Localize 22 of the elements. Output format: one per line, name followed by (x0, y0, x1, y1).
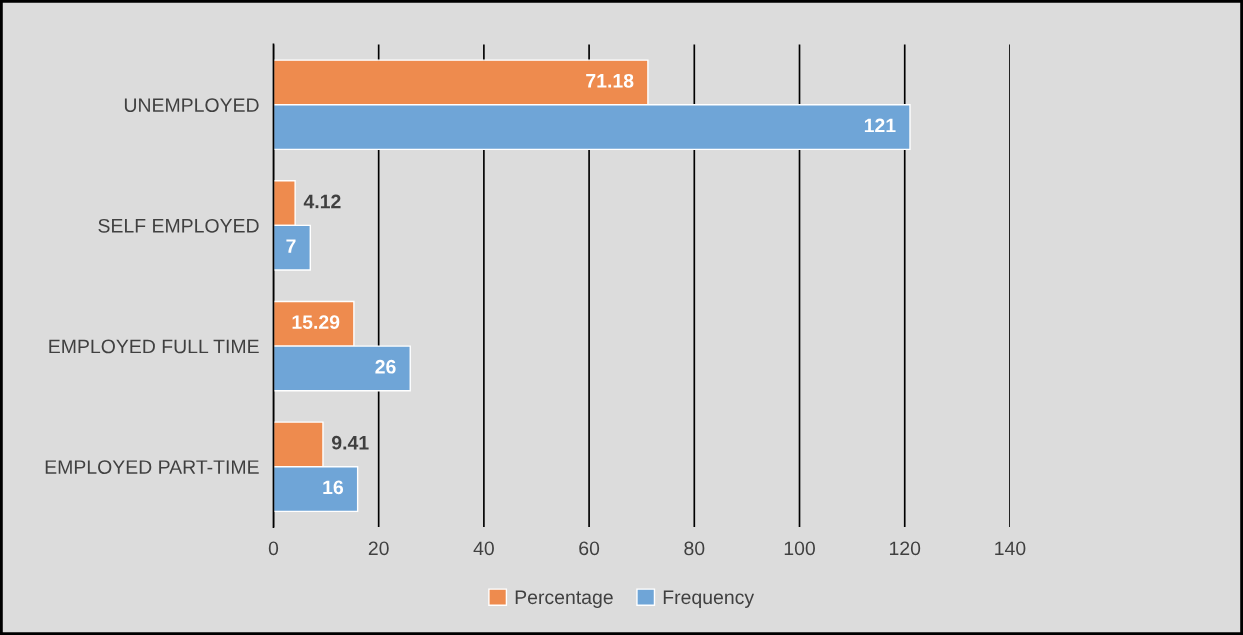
x-tick-label: 140 (995, 541, 1026, 556)
x-tick-label: 40 (473, 541, 494, 556)
data-label: 16 (323, 480, 344, 495)
y-tick-label: EMPLOYED PART-TIME (45, 460, 259, 474)
y-tick-label: UNEMPLOYED (124, 98, 259, 113)
x-tick-label: 80 (684, 541, 705, 556)
x-tick-label: 100 (784, 541, 815, 556)
data-label: 4.12 (303, 194, 341, 209)
x-tick-label: 20 (368, 541, 389, 556)
x-tick-label: 60 (579, 541, 600, 556)
data-label: 15.29 (292, 315, 340, 329)
legend-label: Percentage (515, 590, 613, 608)
data-label: 121 (864, 118, 896, 133)
y-tick-label: SELF EMPLOYED (98, 218, 259, 233)
y-tick-label: EMPLOYED FULL TIME (49, 339, 259, 354)
data-label: 9.41 (331, 435, 369, 450)
data-label: 71.18 (586, 73, 634, 88)
x-tick-label: 120 (889, 541, 921, 556)
data-label: 7 (286, 239, 296, 253)
legend-label: Frequency (663, 590, 755, 608)
data-label: 26 (375, 359, 396, 374)
x-tick-label: 0 (268, 541, 279, 556)
